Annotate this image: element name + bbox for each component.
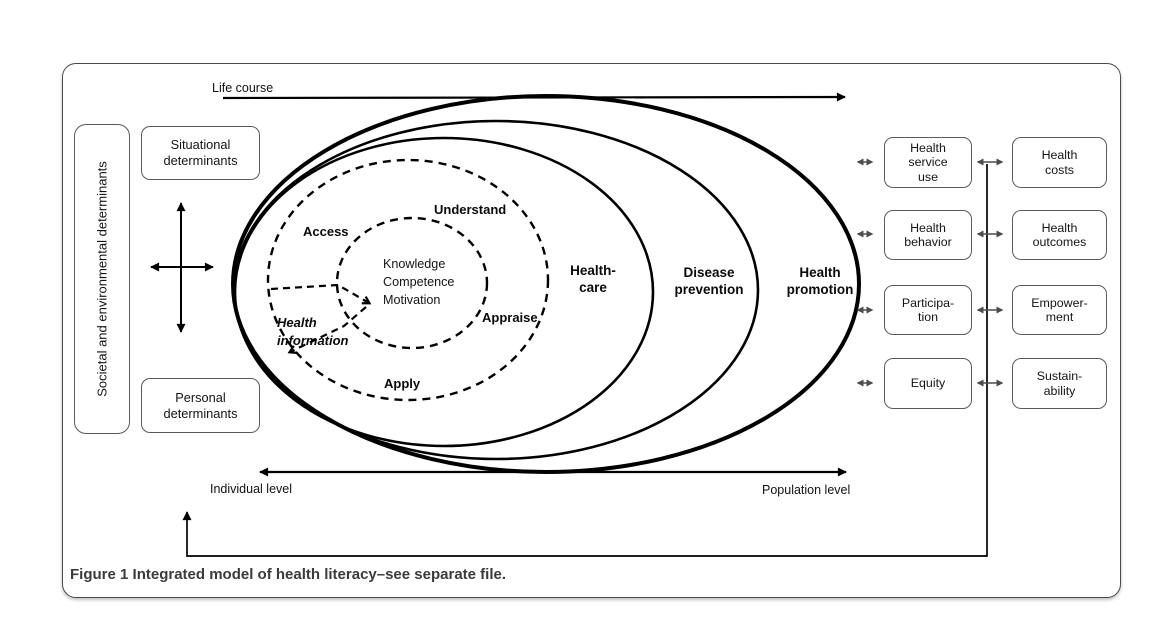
healthcare-ring-label: Health- care	[570, 263, 616, 295]
empowerment-box: Empower- ment	[1012, 285, 1107, 335]
ellipse-healthcare	[233, 136, 655, 448]
situational-determinants-box: Situational determinants	[141, 126, 260, 180]
health-promotion-ring-label: Health promotion	[786, 265, 854, 297]
health-information-label: Health information	[277, 315, 349, 348]
ellipse-core-competence-dashed	[335, 216, 489, 350]
population-level-label: Population level	[762, 483, 851, 497]
health-information-in-arrow	[270, 283, 372, 305]
individual-level-label: Individual level	[210, 482, 292, 496]
personal-determinants-box: Personal determinants	[141, 378, 260, 433]
life-course-arrow	[222, 92, 846, 102]
figure-caption-text: Integrated model of health literacy–see …	[132, 566, 507, 583]
figure-caption-number: Figure 1	[70, 566, 129, 583]
apply-label: Apply	[384, 376, 421, 391]
appraise-label: Appraise	[482, 310, 538, 325]
health-information-out-arrow	[287, 306, 367, 354]
ellipse-literacy-process-dashed	[266, 158, 550, 402]
equity-box: Equity	[884, 358, 972, 409]
health-service-use-box: Health service use	[884, 137, 972, 188]
core-competence-label: Knowledge Competence Motivation	[383, 257, 455, 307]
societal-determinants-label: Societal and environmental determinants	[94, 161, 110, 397]
sustainability-box: Sustain- ability	[1012, 358, 1107, 409]
life-course-label: Life course	[212, 81, 274, 95]
feedback-connector-arrow	[182, 164, 988, 557]
figure-caption: Figure 1 Integrated model of health lite…	[70, 566, 506, 583]
societal-determinants-box: Societal and environmental determinants	[74, 124, 130, 434]
health-costs-box: Health costs	[1012, 137, 1107, 188]
access-label: Access	[303, 224, 349, 239]
understand-label: Understand	[434, 202, 507, 217]
health-behavior-box: Health behavior	[884, 210, 972, 260]
disease-prevention-ring-label: Disease prevention	[674, 265, 744, 297]
health-outcomes-box: Health outcomes	[1012, 210, 1107, 260]
participation-box: Participa- tion	[884, 285, 972, 335]
ellipse-health-promotion	[231, 94, 861, 474]
